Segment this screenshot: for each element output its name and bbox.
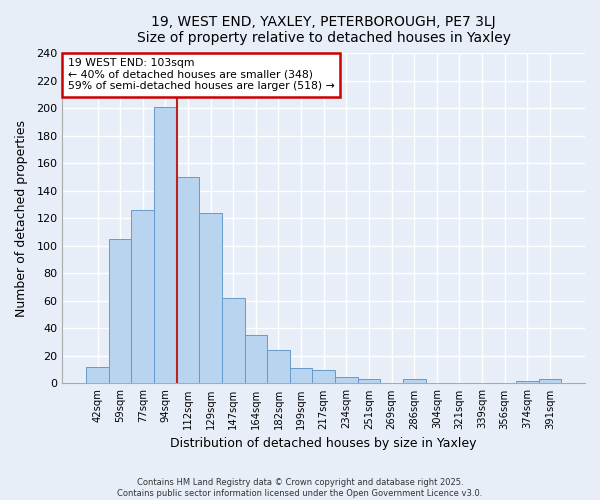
Text: Contains HM Land Registry data © Crown copyright and database right 2025.
Contai: Contains HM Land Registry data © Crown c…: [118, 478, 482, 498]
Bar: [290, 368, 313, 384]
Bar: [131, 210, 154, 384]
Bar: [222, 298, 245, 384]
Bar: [245, 336, 267, 384]
Bar: [199, 213, 222, 384]
X-axis label: Distribution of detached houses by size in Yaxley: Distribution of detached houses by size …: [170, 437, 477, 450]
Bar: [267, 350, 290, 384]
Bar: [403, 380, 425, 384]
Text: 19 WEST END: 103sqm
← 40% of detached houses are smaller (348)
59% of semi-detac: 19 WEST END: 103sqm ← 40% of detached ho…: [68, 58, 334, 92]
Bar: [358, 380, 380, 384]
Bar: [313, 370, 335, 384]
Bar: [176, 177, 199, 384]
Bar: [154, 107, 176, 384]
Bar: [335, 376, 358, 384]
Y-axis label: Number of detached properties: Number of detached properties: [15, 120, 28, 317]
Bar: [86, 367, 109, 384]
Bar: [516, 380, 539, 384]
Title: 19, WEST END, YAXLEY, PETERBOROUGH, PE7 3LJ
Size of property relative to detache: 19, WEST END, YAXLEY, PETERBOROUGH, PE7 …: [137, 15, 511, 45]
Bar: [539, 380, 561, 384]
Bar: [109, 239, 131, 384]
